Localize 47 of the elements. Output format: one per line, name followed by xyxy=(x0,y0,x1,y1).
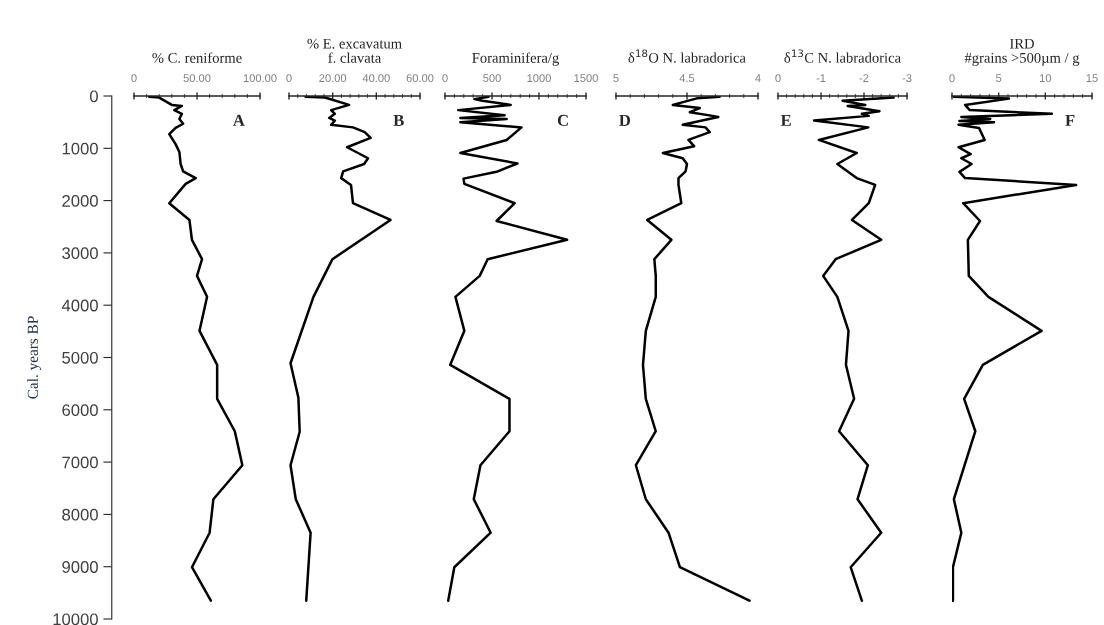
annotation: B xyxy=(393,114,404,126)
y-tick-label: 9000 xyxy=(62,561,98,573)
chart-title: Foraminifera/g xyxy=(472,52,559,66)
x-tick-label: 100.00 xyxy=(243,74,277,82)
x-tick-label: 0 xyxy=(442,74,448,82)
x-tick-label: 500 xyxy=(483,74,501,82)
y-tick-label: 4000 xyxy=(61,299,98,312)
x-tick-label: 60.00 xyxy=(406,74,434,82)
x-tick-label: 40.00 xyxy=(362,74,390,82)
x-tick-label: 0 xyxy=(131,74,137,82)
y-tick-label: 10000 xyxy=(53,613,98,625)
y-tick-label: 1000 xyxy=(62,142,98,155)
x-tick-label: 1000 xyxy=(527,74,551,82)
x-tick-label: 0 xyxy=(775,74,781,82)
y-tick-label: 7000 xyxy=(62,456,98,469)
x-tick-label: 5 xyxy=(996,74,1002,82)
x-tick-label: 50.00 xyxy=(183,74,211,82)
annotation: A xyxy=(233,114,245,126)
annotation: D xyxy=(619,114,631,126)
annotation: C xyxy=(557,114,568,127)
x-tick-label: -3 xyxy=(902,74,912,82)
x-tick-label: 0 xyxy=(286,74,292,82)
y-tick-label: 0 xyxy=(89,90,98,103)
y-tick-label: 2000 xyxy=(62,195,98,207)
y-tick-label: 3000 xyxy=(62,247,98,260)
x-tick-label: 1500 xyxy=(574,74,598,82)
x-tick-label: 10 xyxy=(1040,74,1052,82)
x-tick-label: -1 xyxy=(816,74,826,82)
chart-title: δ$^{18}$O N. labradorica xyxy=(628,49,746,63)
x-tick-label: 4.5 xyxy=(679,74,695,82)
chart-title: % C. reniforme xyxy=(152,52,242,63)
x-tick-label: 4 xyxy=(755,74,761,82)
x-tick-label: -2 xyxy=(859,74,869,82)
x-tick-label: 0 xyxy=(949,74,955,82)
chart-title: IRD #grains >500µm / g xyxy=(964,38,1080,66)
x-tick-label: 5 xyxy=(613,74,619,82)
annotation: E xyxy=(780,114,791,126)
x-tick-label: 20.00 xyxy=(319,74,347,82)
chart-title: % E. excavatum f. clavata xyxy=(307,38,402,63)
x-tick-label: 15 xyxy=(1086,74,1098,82)
y-tick-label: 8000 xyxy=(62,508,98,521)
annotation: F xyxy=(1065,114,1075,126)
y-tick-label: 5000 xyxy=(62,351,98,364)
line-series xyxy=(147,96,244,602)
chart-title: δ$^{13}$C N. labradorica xyxy=(784,49,901,63)
y-tick-label: 6000 xyxy=(62,404,98,416)
y-axis-title: Cal. years BP xyxy=(27,316,42,399)
